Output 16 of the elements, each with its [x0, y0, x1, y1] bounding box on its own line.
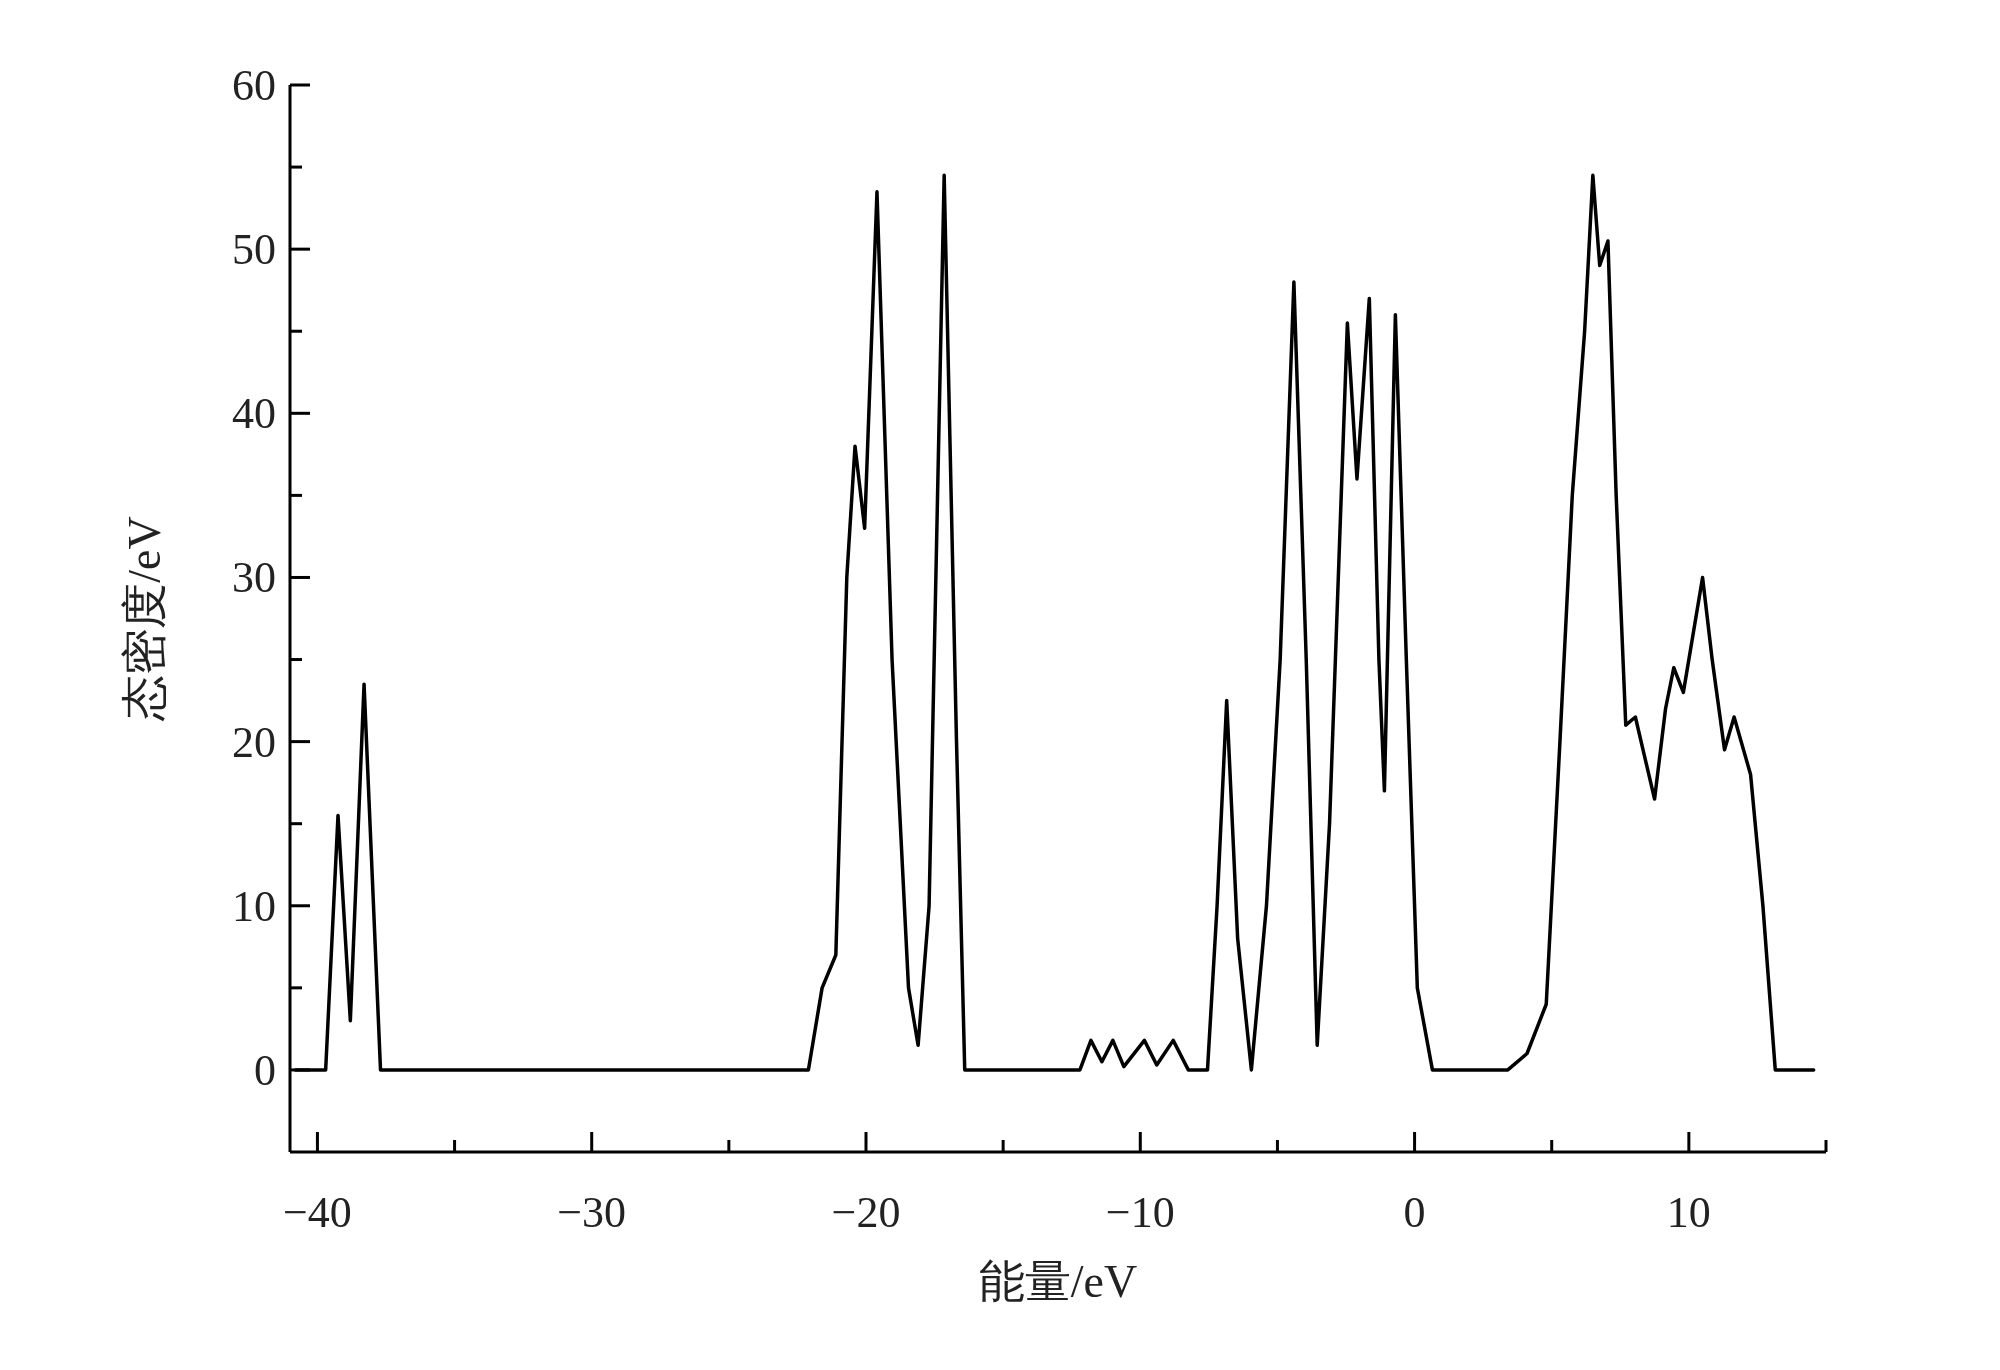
x-tick-label: −10: [1105, 1188, 1175, 1237]
x-tick-label: −30: [557, 1188, 627, 1237]
y-tick-label: 50: [232, 225, 276, 275]
y-tick-label: 10: [232, 881, 276, 931]
x-axis-title: 能量/eV: [978, 1256, 1138, 1307]
x-tick-label: −20: [831, 1188, 901, 1237]
x-tick-label: 0: [1403, 1188, 1426, 1237]
x-tick-label: 10: [1666, 1188, 1711, 1237]
x-tick-label: −40: [283, 1188, 352, 1237]
y-tick-label: 30: [232, 553, 276, 603]
y-tick-label: 0: [254, 1045, 276, 1095]
y-tick-label: 40: [232, 389, 276, 439]
y-tick-label: 20: [232, 717, 276, 767]
y-axis-title: 态密度/eV: [119, 516, 170, 722]
line-series: [293, 173, 1816, 1072]
y-tick-label: 60: [232, 61, 276, 110]
